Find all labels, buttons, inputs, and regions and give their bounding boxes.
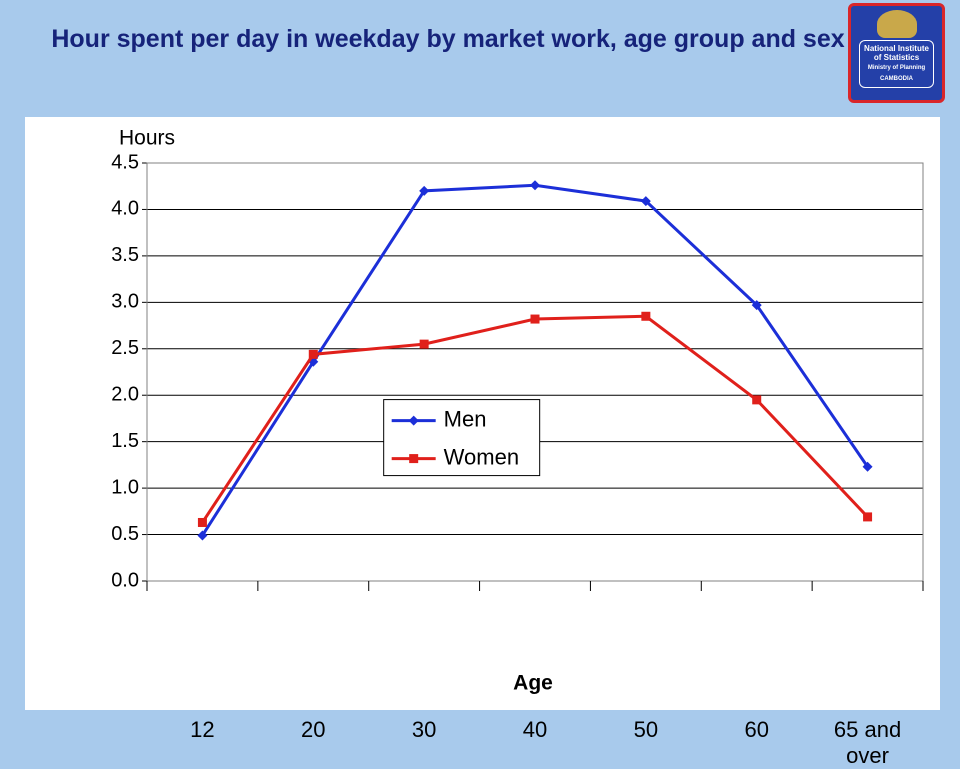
marker (197, 517, 207, 527)
x-tick-label: 65 and over (833, 717, 902, 768)
marker (752, 395, 762, 405)
legend-label: Women (444, 444, 519, 469)
chart-panel: Hours Age 0.0 0.5 1.0 1.5 2.0 2.5 3.0 3.5 4.0 4.5… (25, 117, 940, 768)
logo-ministry: Ministry of Planning (867, 65, 926, 71)
marker (530, 180, 540, 191)
marker (640, 196, 651, 207)
y-tick-label: 1.5 (111, 430, 139, 452)
y-tick-label: 4.0 (111, 198, 139, 220)
x-tick-label: 20 (301, 717, 326, 742)
marker (863, 512, 873, 522)
x-axis-label: Age (513, 672, 553, 695)
marker (862, 461, 873, 472)
y-tick-label: 2.0 (111, 384, 139, 406)
x-tick-label: 12 (190, 717, 215, 742)
legend: Men Women (383, 399, 541, 477)
marker (641, 311, 651, 321)
plot-frame (146, 162, 924, 582)
y-tick-label: 0.0 (111, 569, 139, 591)
logo-institute: National Institute of Statistics (864, 44, 929, 62)
page: {"logo": {"name": "National Institute of… (25, 3, 945, 768)
marker (751, 300, 762, 311)
logo-country: CAMBODIA (880, 76, 913, 82)
marker (197, 530, 208, 541)
marker (530, 314, 540, 324)
y-tick-label: 3.5 (111, 244, 139, 266)
x-tick-label: 30 (411, 717, 437, 742)
y-tick-label: 3.0 (111, 291, 139, 313)
marker (308, 349, 318, 359)
legend-label: Men (444, 406, 487, 431)
y-axis-label: Hours (119, 127, 175, 150)
y-tick-label: 1.0 (111, 476, 139, 498)
chart-title: Hour spent per day in weekday by market … (51, 25, 845, 53)
marker (409, 454, 419, 464)
chart: Hours Age 0.0 0.5 1.0 1.5 2.0 2.5 3.0 3.5 4.0 4.5… (111, 127, 924, 695)
emblem (876, 10, 917, 38)
x-tick-label: 50 (633, 717, 659, 742)
logo: National Institute of Statistics Ministr… (848, 3, 945, 103)
y-tick-label: 0.5 (111, 523, 139, 545)
x-tick-label: 60 (744, 717, 769, 742)
series-line (201, 183, 869, 537)
marker (419, 185, 430, 196)
y-tick-label: 4.5 (111, 151, 139, 173)
marker (408, 415, 419, 426)
logo-box: National Institute of Statistics Ministr… (859, 40, 934, 88)
x-tick-label: 40 (522, 717, 548, 742)
y-tick-label: 2.5 (111, 337, 139, 359)
marker (419, 339, 429, 349)
